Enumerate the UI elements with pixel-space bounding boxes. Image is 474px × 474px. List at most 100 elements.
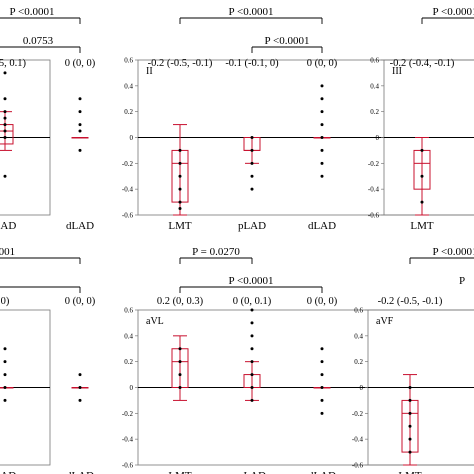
pvalue-bracket: P <0.0001 xyxy=(179,275,323,293)
y-tick-label: -0.4 xyxy=(122,436,134,444)
panel-4: LAD dLAD 0) 0 (0, 0) 0.0001 xyxy=(0,246,96,474)
y-tick-label: -0.2 xyxy=(122,410,134,418)
y-tick-label: 0.2 xyxy=(354,358,363,366)
panel-3: 0.6 0.4 0.2 0 -0.2 -0.4 -0.6 III LMT -0.2 (-0.4, … xyxy=(368,6,474,232)
p-value-label: 0.0753 xyxy=(23,35,54,47)
p-value-label: P <0.0001 xyxy=(229,275,274,287)
data-point xyxy=(250,386,254,389)
data-point xyxy=(320,161,324,165)
category-label: LMT xyxy=(168,220,192,232)
category-label: LMT xyxy=(410,220,434,232)
y-tick-label: -0.2 xyxy=(352,410,364,418)
median-iqr-label: -0.1 (-0.1, 0) xyxy=(225,58,279,69)
data-point xyxy=(420,148,424,152)
p-value-label: 0.0001 xyxy=(0,246,15,258)
panel-2: 0.6 0.4 0.2 0 -0.2 -0.4 -0.6 II LMT pLAD dLAD -0.2 … xyxy=(122,6,474,232)
data-point xyxy=(3,360,7,364)
data-point xyxy=(320,148,324,152)
data-point xyxy=(420,200,424,204)
data-point xyxy=(3,123,7,127)
category-label: dLAD xyxy=(308,470,336,474)
median-iqr-label: 0 (0, 0) xyxy=(65,58,96,69)
category-label: LMT xyxy=(398,470,422,474)
box-2 xyxy=(243,136,261,191)
data-point xyxy=(408,398,412,402)
data-point xyxy=(320,123,324,127)
data-point xyxy=(3,398,7,402)
pvalue-bracket: P <0.0001 xyxy=(179,6,323,24)
data-point xyxy=(320,136,324,139)
category-label: pLAD xyxy=(238,220,266,232)
data-point xyxy=(178,148,182,152)
data-point xyxy=(78,97,82,101)
data-point xyxy=(78,373,82,377)
y-tick-label: 0.4 xyxy=(124,332,133,340)
data-point xyxy=(320,411,324,415)
p-value-label: P <0.0001 xyxy=(433,6,474,18)
data-point xyxy=(250,161,254,165)
y-tick-label: 0.6 xyxy=(124,57,133,65)
box-1 xyxy=(413,137,431,216)
data-point xyxy=(250,373,254,377)
data-point xyxy=(250,321,254,325)
y-tick-label: 0.4 xyxy=(370,82,379,90)
y-tick-label: 0 xyxy=(360,384,364,392)
data-point xyxy=(3,129,7,133)
data-point xyxy=(3,386,7,389)
data-point xyxy=(178,200,182,204)
data-point xyxy=(420,174,424,178)
p-value-label: P <0.0001 xyxy=(433,246,474,258)
lead-label: III xyxy=(392,66,402,77)
category-label: LMT xyxy=(168,470,192,474)
data-point xyxy=(78,129,82,133)
data-point xyxy=(3,110,7,114)
p-value-label: P <0.0001 xyxy=(265,35,310,47)
pvalue-bracket: 0.0753 xyxy=(0,35,81,53)
data-point xyxy=(178,386,182,389)
y-tick-label: 0.4 xyxy=(124,82,133,90)
y-tick-label: 0.4 xyxy=(354,332,363,340)
data-point xyxy=(3,71,7,75)
y-tick-label: -0.2 xyxy=(368,160,380,168)
pvalue-bracket: P <0.0001 xyxy=(0,6,81,24)
pvalue-bracket: P = 0.0270 xyxy=(179,246,253,264)
data-point xyxy=(178,347,182,351)
y-tick-label: 0.2 xyxy=(124,108,133,116)
y-tick-label: 0.6 xyxy=(124,307,133,315)
data-point xyxy=(3,116,7,120)
panel-6: 0.6 0.4 0.2 0 -0.2 -0.4 -0.6 aVF LMT -0.2 (-0.5, … xyxy=(352,246,474,474)
median-iqr-label: -0.2 (-0.5, -0.1) xyxy=(378,296,443,307)
y-tick-label: 0 xyxy=(130,134,134,142)
y-tick-label: -0.4 xyxy=(352,436,364,444)
pvalue-bracket: 0.0001 xyxy=(0,246,81,264)
box-1 xyxy=(0,347,14,402)
data-point xyxy=(320,174,324,178)
data-point xyxy=(78,110,82,114)
p-value-label: P xyxy=(459,275,465,287)
pvalue-bracket: P xyxy=(459,275,465,287)
lead-label: aVF xyxy=(376,316,394,327)
data-point xyxy=(78,123,82,127)
data-point xyxy=(3,373,7,377)
box-3 xyxy=(313,347,331,415)
box-1 xyxy=(171,124,189,216)
y-tick-label: -0.4 xyxy=(122,186,134,194)
data-point xyxy=(320,84,324,88)
data-point xyxy=(3,97,7,101)
data-point xyxy=(78,398,82,402)
p-value-label: P <0.0001 xyxy=(10,6,55,18)
box-1 xyxy=(171,335,189,401)
data-point xyxy=(178,207,182,211)
y-tick-label: 0.2 xyxy=(124,358,133,366)
data-point xyxy=(178,174,182,178)
data-point xyxy=(408,386,412,389)
data-point xyxy=(250,187,254,191)
data-point xyxy=(320,97,324,101)
data-point xyxy=(408,450,412,454)
box-2 xyxy=(71,97,89,152)
data-point xyxy=(250,136,254,139)
data-point xyxy=(250,334,254,338)
box-3 xyxy=(313,84,331,178)
category-label: dLAD xyxy=(66,220,94,232)
data-point xyxy=(250,360,254,364)
